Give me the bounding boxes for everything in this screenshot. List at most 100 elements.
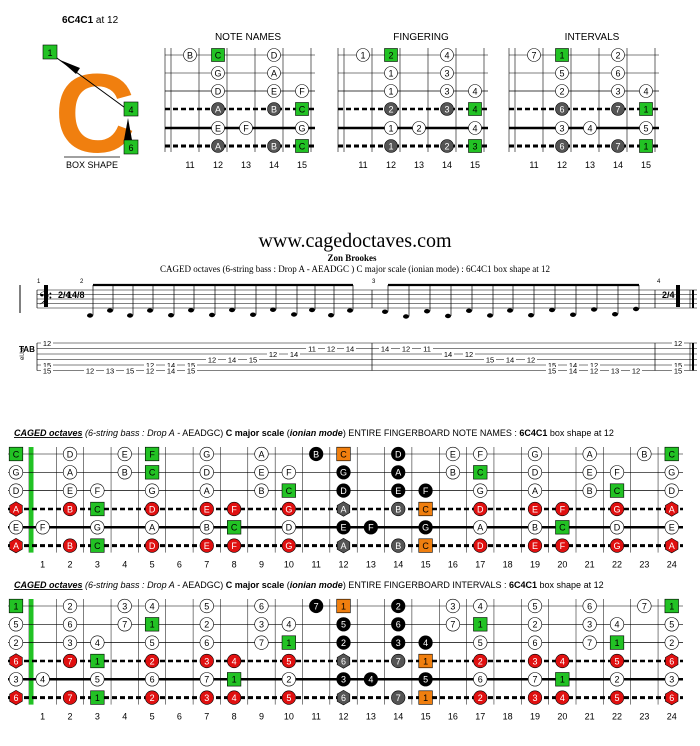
note-label: D: [215, 86, 222, 96]
fret-number: 7: [204, 712, 209, 722]
fret-number: 13: [585, 160, 595, 170]
note-label: E: [669, 523, 675, 533]
mini-board-title: FINGERING: [393, 32, 449, 43]
note-label: 2: [615, 50, 620, 60]
tab-note: 14: [228, 356, 236, 365]
note-marker: [412, 121, 426, 135]
fret-number: 19: [530, 560, 540, 570]
note-marker-square: [281, 483, 296, 498]
note-marker-square: [295, 139, 309, 153]
tab-note: 12: [590, 361, 598, 370]
note-marker-square: [418, 538, 433, 553]
note-label: 5: [204, 601, 209, 611]
note-label: F: [614, 468, 620, 478]
note-marker: [473, 446, 488, 462]
score: 𝄢2/414/82/41234el.bs.TAB1215151213151212…: [19, 279, 697, 376]
note-marker: [211, 84, 225, 98]
note-marker: [227, 501, 242, 517]
note-label: 7: [396, 693, 401, 703]
note-marker: [239, 121, 253, 135]
note-marker: [527, 465, 543, 480]
note-marker-hexagon: [665, 689, 679, 706]
tab-note: 13: [611, 367, 619, 376]
fret-number: 7: [204, 560, 209, 570]
tab-note: 15: [548, 361, 556, 370]
fret-number: 15: [421, 712, 431, 722]
note-marker: [8, 483, 24, 498]
note-label: 6: [669, 693, 674, 703]
note-label: 2: [444, 141, 449, 151]
note-label: E: [450, 449, 456, 459]
note-label: 2: [615, 675, 620, 685]
note-marker: [384, 121, 398, 135]
note-marker: [227, 690, 242, 705]
note-label: C: [477, 468, 484, 478]
tab-note-bg: [267, 350, 279, 358]
note-label: F: [149, 449, 155, 459]
fret-number: 11: [312, 712, 321, 722]
note-label: C: [422, 504, 429, 514]
note-label: 5: [423, 675, 428, 685]
note-marker: [555, 139, 569, 153]
note-marker: [267, 102, 281, 116]
note-label: 1: [559, 50, 564, 60]
tab-note: 12: [674, 339, 682, 348]
note-label: 3: [532, 693, 537, 703]
tab-note: 12: [43, 339, 51, 348]
note-marker: [555, 538, 570, 553]
tab-note: 14: [506, 356, 514, 365]
note-marker: [199, 617, 214, 632]
note-marker: [62, 598, 78, 614]
note-label: 7: [396, 656, 401, 666]
note-label: 4: [232, 656, 237, 666]
note-marker: [418, 520, 433, 535]
note-label: 1: [669, 601, 674, 611]
note-label: F: [368, 523, 374, 533]
note-head: [250, 312, 256, 317]
note-label: A: [258, 449, 264, 459]
note-label: A: [669, 504, 675, 514]
note-marker-square: [144, 446, 160, 462]
fret-number: 17: [475, 560, 485, 570]
note-marker: [356, 48, 370, 62]
note-marker: [468, 121, 482, 135]
tab-note-bg: [484, 356, 496, 364]
note-marker: [336, 483, 351, 498]
note-label: 6: [204, 638, 209, 648]
tab-note: 14: [290, 350, 298, 359]
note-label: G: [285, 541, 292, 551]
tab-note-bg: [504, 356, 516, 364]
note-marker: [555, 690, 570, 705]
note-label: B: [122, 468, 128, 478]
note-label: G: [203, 449, 210, 459]
fret-number: 18: [503, 560, 513, 570]
note-marker: [391, 446, 406, 462]
note-marker: [609, 465, 625, 480]
fret-number: 15: [297, 160, 307, 170]
tab-note: 15: [674, 361, 682, 370]
note-marker: [611, 84, 625, 98]
note-label: E: [204, 504, 210, 514]
note-marker: [418, 483, 433, 498]
note-marker: [555, 102, 569, 116]
note-marker: [227, 653, 242, 669]
note-marker: [295, 121, 309, 135]
tab-note: 15: [43, 367, 51, 376]
note-label: 1: [478, 620, 483, 630]
note-marker: [117, 598, 132, 614]
note-marker: [90, 520, 105, 535]
tab-note: 12: [465, 350, 473, 359]
time-signature: 2/4: [58, 290, 71, 300]
note-label: 4: [472, 86, 477, 96]
note-label: B: [395, 504, 401, 514]
note-label: 7: [531, 50, 536, 60]
note-label: G: [422, 523, 429, 533]
note-marker: [211, 121, 225, 135]
tab-note-bg: [546, 367, 558, 375]
note-marker: [62, 635, 78, 650]
box-shape-panel: 6C4C1 at 12 C 1 4 6 BOX SHAPE: [42, 15, 139, 176]
fret-number: 5: [150, 560, 155, 570]
tab-note: 14: [569, 367, 577, 376]
